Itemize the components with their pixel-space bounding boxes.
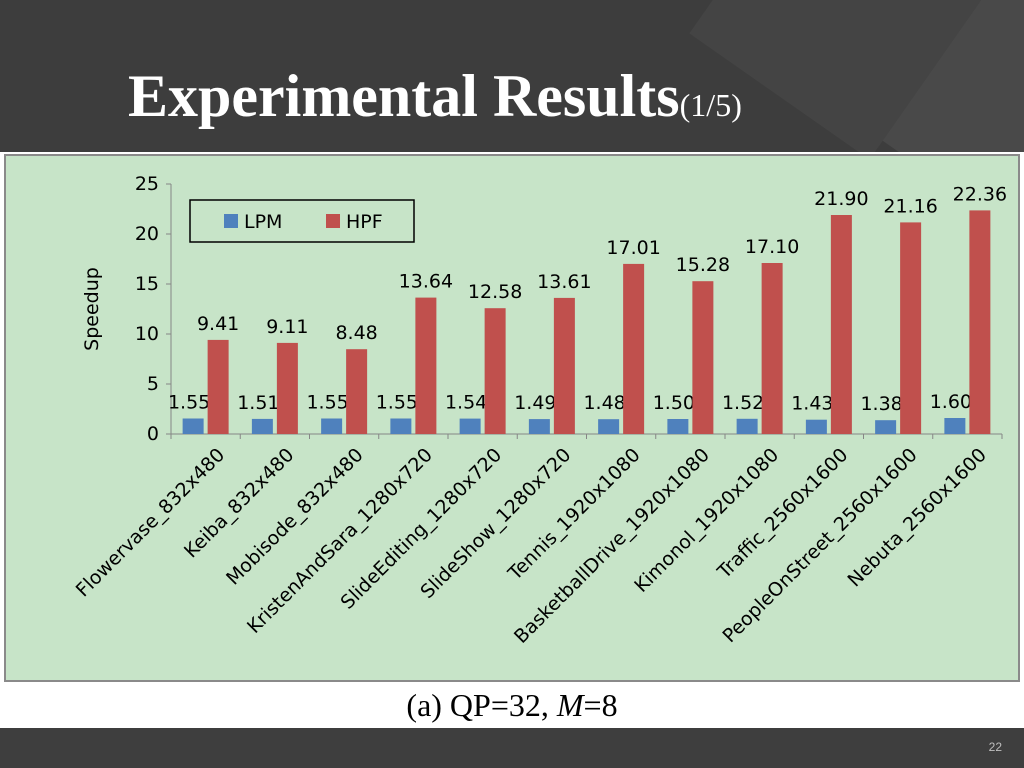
- hpf-data-label: 17.01: [606, 237, 660, 259]
- y-tick-label: 10: [135, 323, 159, 345]
- lpm-data-label: 1.54: [445, 392, 487, 414]
- lpm-bar: [183, 419, 204, 435]
- lpm-bar: [321, 419, 342, 435]
- lpm-bar: [529, 419, 550, 434]
- figure-caption: (a) QP=32, M=8: [0, 682, 1024, 728]
- lpm-data-label: 1.48: [583, 392, 625, 414]
- y-tick-label: 5: [147, 373, 159, 395]
- hpf-bar: [831, 215, 852, 434]
- y-tick-label: 25: [135, 173, 159, 195]
- lpm-data-label: 1.38: [860, 393, 902, 415]
- hpf-bar: [692, 281, 713, 434]
- hpf-bar: [554, 298, 575, 434]
- hpf-bar: [623, 264, 644, 434]
- lpm-bar: [737, 419, 758, 434]
- hpf-data-label: 15.28: [676, 254, 730, 276]
- chart-frame: 0 5 10 15 20 25 Speedup 1.55 9.41 Flowervase_832x…: [4, 154, 1020, 682]
- caption-prefix: (a) QP=32,: [406, 687, 556, 723]
- lpm-bar: [460, 419, 481, 434]
- content-area: 0 5 10 15 20 25 Speedup 1.55 9.41 Flowervase_832x…: [0, 152, 1024, 728]
- y-tick-label: 0: [147, 423, 159, 445]
- hpf-bar: [900, 222, 921, 434]
- lpm-data-label: 1.49: [514, 392, 556, 414]
- hpf-bar: [346, 349, 367, 434]
- slide-title-suffix: (1/5): [680, 87, 742, 123]
- x-category-label: Traffic_2560x1600: [713, 444, 853, 584]
- hpf-data-label: 8.48: [335, 322, 377, 344]
- lpm-bar: [875, 420, 896, 434]
- lpm-bar: [944, 418, 965, 434]
- lpm-data-label: 1.55: [306, 392, 348, 414]
- lpm-data-label: 1.55: [376, 392, 418, 414]
- hpf-data-label: 9.41: [197, 313, 239, 335]
- hpf-legend-label: HPF: [346, 211, 383, 233]
- lpm-bar: [806, 420, 827, 434]
- lpm-bar: [390, 419, 411, 435]
- y-tick-label: 15: [135, 273, 159, 295]
- lpm-data-label: 1.52: [722, 392, 764, 414]
- slide-header: Experimental Results(1/5): [0, 0, 1024, 152]
- lpm-legend-label: LPM: [244, 211, 282, 233]
- hpf-data-label: 13.64: [399, 271, 453, 293]
- slide-title-text: Experimental Results: [128, 63, 680, 129]
- y-axis-title: Speedup: [81, 267, 103, 351]
- slide-number: 22: [989, 740, 1002, 754]
- hpf-bar: [277, 343, 298, 434]
- lpm-data-label: 1.43: [791, 393, 833, 415]
- hpf-data-label: 21.90: [814, 188, 868, 210]
- slide-footer: 22: [0, 728, 1024, 768]
- hpf-bar: [485, 308, 506, 434]
- x-category-label: Nebuta_2560x1600: [843, 444, 990, 591]
- lpm-data-label: 1.50: [653, 392, 695, 414]
- lpm-bar: [252, 419, 273, 434]
- x-category-label: Mobisode_832x480: [222, 444, 368, 590]
- slide-title: Experimental Results(1/5): [128, 60, 742, 141]
- y-tick-label: 20: [135, 223, 159, 245]
- hpf-data-label: 22.36: [953, 183, 1007, 205]
- lpm-data-label: 1.55: [168, 392, 210, 414]
- hpf-data-label: 9.11: [266, 316, 308, 338]
- hpf-data-label: 12.58: [468, 281, 522, 303]
- lpm-data-label: 1.60: [930, 391, 972, 413]
- hpf-bar: [969, 210, 990, 434]
- hpf-legend-swatch: [326, 214, 340, 228]
- caption-suffix: =8: [584, 687, 618, 723]
- hpf-bar: [762, 263, 783, 434]
- x-category-label: Tennis_1920x1080: [503, 444, 644, 585]
- hpf-data-label: 21.16: [883, 195, 937, 217]
- lpm-legend-swatch: [224, 214, 238, 228]
- hpf-bar: [415, 298, 436, 434]
- lpm-bar: [667, 419, 688, 434]
- speedup-bar-chart: 0510152025Speedup1.559.41Flowervase_832x…: [6, 156, 1018, 680]
- hpf-data-label: 13.61: [537, 271, 591, 293]
- hpf-data-label: 17.10: [745, 236, 799, 258]
- lpm-bar: [598, 419, 619, 434]
- hpf-bar: [208, 340, 229, 434]
- lpm-data-label: 1.51: [237, 392, 279, 414]
- caption-variable: M: [557, 687, 584, 723]
